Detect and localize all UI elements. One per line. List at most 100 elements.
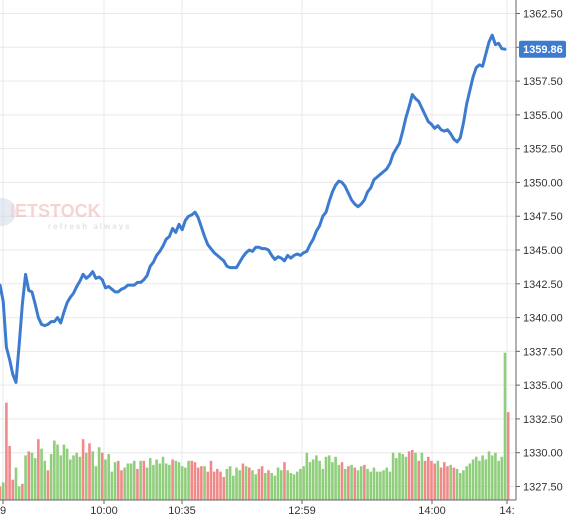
watermark-brand: IETSTOCK xyxy=(10,201,101,221)
volume-bar xyxy=(391,452,395,500)
volume-bar xyxy=(471,459,475,500)
x-tick-label: 14: xyxy=(499,505,514,517)
volume-bar xyxy=(478,460,481,500)
volume-bar xyxy=(40,448,43,500)
volume-bar xyxy=(263,472,267,500)
volume-bar xyxy=(94,466,98,500)
y-tick-label: 1345.00 xyxy=(523,245,563,257)
volume-bar xyxy=(88,443,91,500)
volume-bar xyxy=(100,452,104,500)
volume-bar xyxy=(21,483,24,500)
last-price-tag-bg xyxy=(519,40,566,58)
volume-bar xyxy=(455,468,459,500)
volume-bar xyxy=(184,467,187,500)
volume-bar xyxy=(196,467,200,500)
volume-bar xyxy=(257,468,261,500)
x-tick-label: 9 xyxy=(0,505,6,517)
volume-bar xyxy=(126,463,130,500)
volume-bar xyxy=(267,470,270,500)
volume-bar xyxy=(56,444,59,500)
volume-bar xyxy=(219,471,222,500)
volume-bar xyxy=(75,452,79,500)
volume-bar xyxy=(283,462,286,500)
volume-bar xyxy=(487,451,491,500)
volume-bar xyxy=(308,462,312,500)
volume-bar xyxy=(81,439,85,500)
volume-bar xyxy=(113,462,117,500)
volume-bar xyxy=(324,456,328,500)
last-price-value: 1359.86 xyxy=(523,44,563,56)
volume-bar xyxy=(366,468,369,500)
volume-bar xyxy=(273,475,277,500)
volume-bar xyxy=(279,470,283,500)
volume-bar xyxy=(78,456,82,500)
volume-bar xyxy=(372,467,376,500)
volume-bar xyxy=(465,466,468,500)
volume-bar xyxy=(353,467,357,500)
volume-bar xyxy=(321,468,325,500)
watermark-globe-icon xyxy=(0,198,16,226)
watermark-tagline: refresh always xyxy=(48,222,132,231)
volume-bar xyxy=(439,467,443,500)
volume-bar xyxy=(0,486,2,500)
volume-bar xyxy=(206,471,210,500)
volume-bar xyxy=(337,464,341,500)
volume-bar xyxy=(276,467,280,500)
volume-bar xyxy=(270,472,273,500)
volume-bar xyxy=(289,472,293,500)
volume-bar xyxy=(209,460,213,500)
volume-bar xyxy=(238,470,242,500)
volume-bar xyxy=(414,452,417,500)
volume-bar xyxy=(24,455,27,500)
volume-bar xyxy=(145,467,149,500)
y-tick-label: 1355.00 xyxy=(523,110,563,122)
volume-bar xyxy=(49,454,53,500)
volume-bar xyxy=(430,460,433,500)
volume-bar xyxy=(490,455,494,500)
volume-bar xyxy=(347,466,350,500)
y-tick-label: 1347.50 xyxy=(523,211,563,223)
volume-bar xyxy=(484,459,488,500)
volume-bar xyxy=(311,459,315,500)
volume-bar xyxy=(53,440,56,500)
volume-bar xyxy=(203,466,206,500)
volume-bar xyxy=(426,456,430,500)
volume-bar xyxy=(468,463,472,500)
volume-bar xyxy=(305,452,309,500)
volume-bar xyxy=(158,463,162,500)
y-tick-label: 1352.50 xyxy=(523,144,563,156)
volume-bar xyxy=(168,464,171,500)
volume-bar xyxy=(369,471,373,500)
volume-bar xyxy=(254,474,257,500)
volume-bar xyxy=(356,470,360,500)
volume-bar xyxy=(375,471,379,500)
volume-bar xyxy=(72,455,75,500)
volume-bar xyxy=(193,462,197,500)
volume-bar xyxy=(161,456,165,500)
volume-bar xyxy=(27,451,31,500)
volume-bar xyxy=(350,464,353,500)
volume-bar xyxy=(442,462,446,500)
volume-bar xyxy=(452,467,456,500)
volume-bar xyxy=(33,458,37,500)
volume-bar xyxy=(216,468,219,500)
volume-bar xyxy=(1,482,5,500)
volume-bar xyxy=(292,474,296,500)
volume-bar xyxy=(411,450,414,500)
volume-bar xyxy=(69,459,72,500)
volume-bar xyxy=(436,460,440,500)
volume-bar xyxy=(382,470,385,500)
volume-bar xyxy=(248,467,251,500)
watermark-logo: IETSTOCK refresh always xyxy=(0,198,132,231)
volume-bar xyxy=(251,470,254,500)
y-tick-label: 1362.50 xyxy=(523,9,563,21)
volume-bar xyxy=(164,463,168,500)
x-tick-label: 10:00 xyxy=(90,505,118,517)
volume-bar xyxy=(139,460,142,500)
volume-bar xyxy=(449,464,452,500)
volume-bar xyxy=(107,454,110,500)
volume-bar xyxy=(315,455,318,500)
volume-bar xyxy=(171,459,174,500)
y-axis-ticks: 1362.501360.001357.501355.001352.501350.… xyxy=(516,9,563,493)
